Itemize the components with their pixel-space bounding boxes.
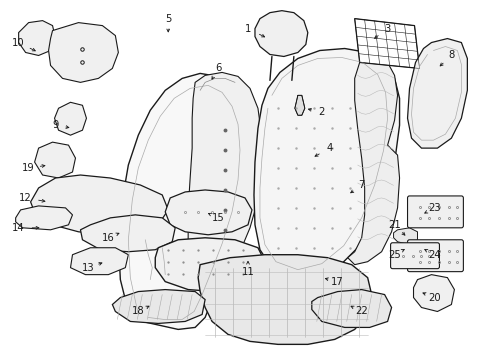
Polygon shape: [393, 228, 417, 245]
Text: 17: 17: [331, 276, 344, 287]
Text: 5: 5: [165, 14, 172, 24]
Text: 11: 11: [242, 267, 254, 276]
FancyBboxPatch shape: [391, 243, 440, 269]
Polygon shape: [254, 49, 399, 278]
Polygon shape: [414, 275, 454, 311]
Polygon shape: [155, 238, 265, 292]
FancyBboxPatch shape: [408, 240, 464, 272]
Polygon shape: [188, 72, 262, 275]
Text: 13: 13: [82, 263, 95, 273]
Text: 4: 4: [327, 143, 333, 153]
Polygon shape: [312, 289, 392, 328]
Polygon shape: [355, 19, 419, 68]
Text: 23: 23: [428, 203, 441, 213]
Text: 16: 16: [102, 233, 115, 243]
Polygon shape: [112, 289, 205, 323]
Text: 18: 18: [132, 306, 145, 316]
FancyBboxPatch shape: [408, 196, 464, 228]
Text: 24: 24: [428, 250, 441, 260]
Polygon shape: [54, 102, 86, 135]
Polygon shape: [408, 39, 467, 148]
Text: 12: 12: [19, 193, 32, 203]
Polygon shape: [198, 255, 371, 345]
Text: 6: 6: [215, 63, 221, 73]
Text: 25: 25: [388, 250, 401, 260]
Text: 20: 20: [428, 293, 441, 302]
Polygon shape: [16, 206, 73, 230]
Polygon shape: [35, 142, 75, 178]
Polygon shape: [119, 73, 250, 329]
Text: 2: 2: [318, 107, 325, 117]
Polygon shape: [80, 215, 175, 252]
Text: 7: 7: [359, 180, 365, 190]
Polygon shape: [19, 21, 55, 55]
Text: 15: 15: [212, 213, 224, 223]
Polygon shape: [348, 55, 399, 265]
Text: 14: 14: [12, 223, 25, 233]
Text: 9: 9: [52, 120, 59, 130]
Text: 3: 3: [385, 24, 391, 33]
Polygon shape: [71, 248, 128, 275]
Polygon shape: [255, 11, 308, 57]
Text: 21: 21: [388, 220, 401, 230]
Text: 22: 22: [355, 306, 368, 316]
Text: 1: 1: [245, 24, 251, 33]
Polygon shape: [30, 175, 168, 235]
Polygon shape: [295, 95, 305, 115]
Polygon shape: [49, 23, 119, 82]
Text: 8: 8: [448, 50, 455, 60]
Polygon shape: [165, 190, 252, 235]
Text: 19: 19: [22, 163, 35, 173]
Text: 10: 10: [12, 37, 25, 48]
